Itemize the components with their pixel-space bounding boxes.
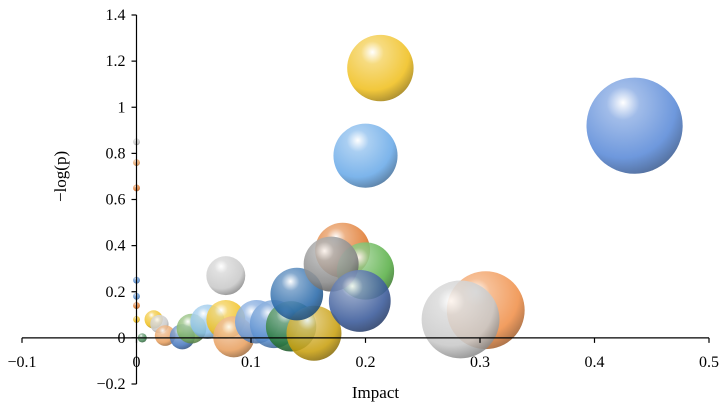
y-tick-label: 0.8 (106, 145, 126, 162)
y-tick-label: 0.4 (106, 238, 126, 255)
bubble-point (333, 123, 398, 188)
y-tick-label: 1 (118, 99, 126, 116)
bubbles-layer (133, 34, 683, 361)
x-tick-label: 0.1 (241, 354, 261, 371)
y-tick-label: −0.2 (96, 376, 125, 393)
bubble-point (206, 256, 246, 296)
x-tick-label: 0 (133, 354, 141, 371)
x-tick-label: 0.4 (585, 354, 605, 371)
y-tick-label: 1.2 (106, 53, 126, 70)
y-tick-label: 0 (118, 330, 126, 347)
axes-layer: −0.1 0 0.1 0.2 0.3 0.4 0.5 −0.2 0 0.2 0.4 0.6 0.8 1 1… (7, 7, 719, 402)
y-axis-title: −log(p) (51, 151, 70, 202)
bubble-point (586, 77, 683, 174)
bubble-point (421, 280, 500, 359)
bubble-point (328, 270, 391, 332)
x-tick-label: 0.3 (470, 354, 490, 371)
x-ticks: −0.1 0 0.1 0.2 0.3 0.4 0.5 (7, 337, 719, 371)
y-tick-label: 1.4 (106, 7, 126, 24)
x-tick-label: 0.5 (699, 354, 719, 371)
y-ticks: −0.2 0 0.2 0.4 0.6 0.8 1 1.2 1.4 (96, 7, 137, 393)
bubble-point (347, 34, 414, 102)
x-axis-title: Impact (352, 383, 399, 402)
x-tick-label: 0.2 (356, 354, 376, 371)
x-tick-label: −0.1 (7, 354, 36, 371)
y-tick-label: 0.2 (106, 284, 126, 301)
y-tick-label: 0.6 (106, 192, 126, 209)
bubble-point (154, 325, 176, 346)
